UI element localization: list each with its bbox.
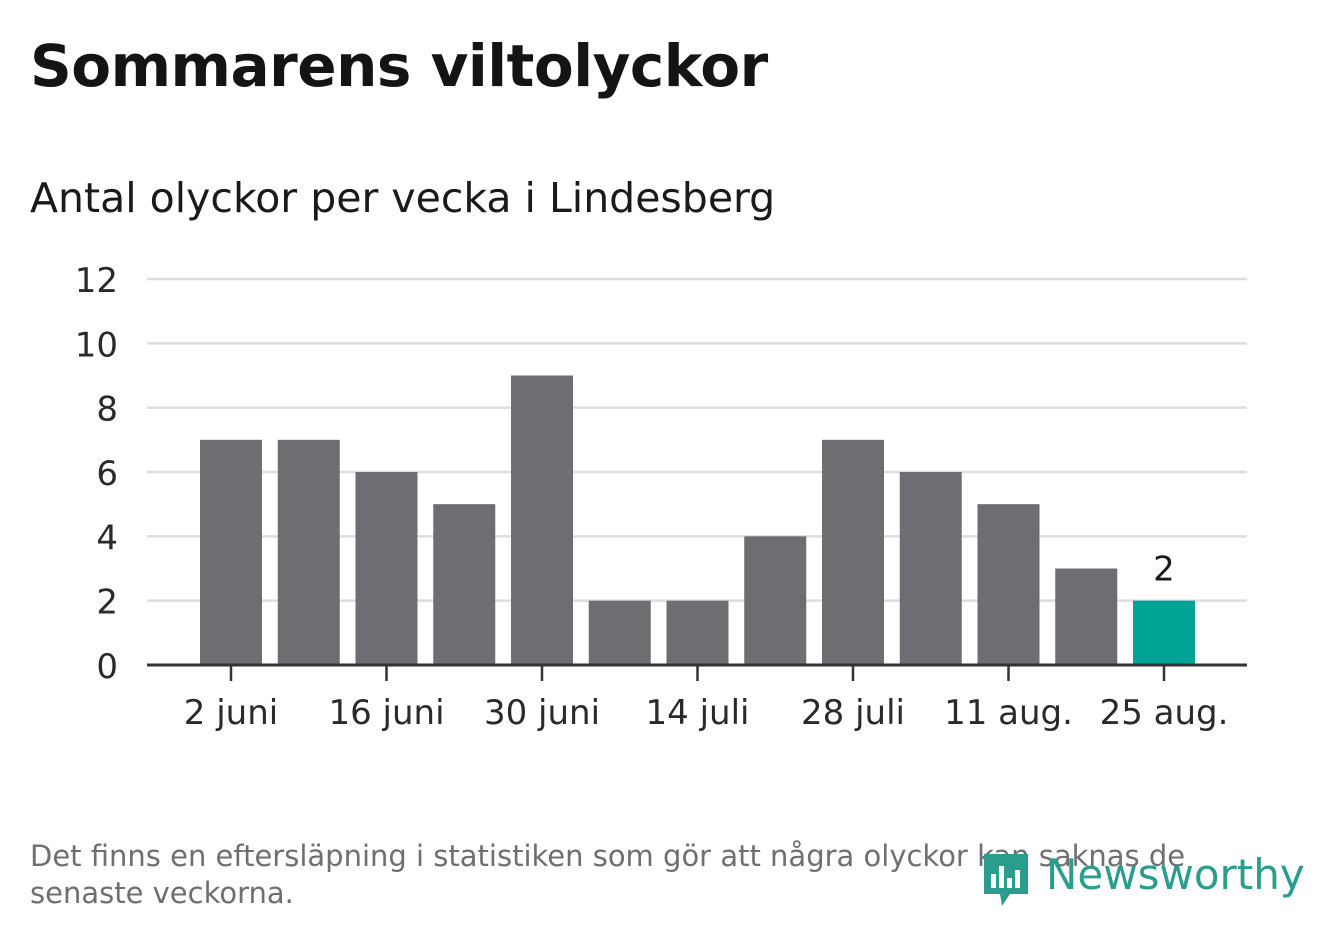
chart-subtitle: Antal olyckor per vecka i Lindesberg xyxy=(30,174,776,222)
y-tick-label: 6 xyxy=(96,454,118,494)
x-tick-label: 30 juni xyxy=(484,693,600,733)
y-tick-label: 12 xyxy=(75,261,118,301)
y-tick-label: 4 xyxy=(96,518,118,558)
bars xyxy=(200,375,1195,665)
bar xyxy=(822,439,884,665)
bar xyxy=(511,375,573,665)
x-tick-label: 25 aug. xyxy=(1100,693,1229,733)
bar-chart: 0 2 4 6 8 10 12 2 juni 16 juni 30 juni 14 juli 28 … xyxy=(75,261,1247,733)
bar xyxy=(588,600,651,665)
bar-chart-bubble-icon xyxy=(984,854,1028,906)
x-tick-label: 28 juli xyxy=(801,693,905,733)
x-tick-label: 16 juni xyxy=(328,693,444,733)
logo-text: Newsworthy xyxy=(1046,850,1305,899)
y-tick-label: 2 xyxy=(96,583,118,623)
y-tick-label: 0 xyxy=(96,647,118,687)
bar xyxy=(1133,600,1195,665)
chart-title: Sommarens viltolyckor xyxy=(30,32,768,100)
bar xyxy=(744,536,807,665)
x-axis-ticks: 2 juni 16 juni 30 juni 14 juli 28 juli 11 aug… xyxy=(184,665,1229,733)
bar xyxy=(899,472,962,665)
data-label: 2 xyxy=(1153,550,1175,590)
data-labels: 2 xyxy=(1153,550,1175,590)
y-axis-ticks: 0 2 4 6 8 10 12 xyxy=(75,261,118,687)
bar xyxy=(1055,568,1118,665)
bar xyxy=(666,600,729,665)
y-tick-label: 8 xyxy=(96,390,118,430)
bar xyxy=(200,439,262,665)
x-tick-label: 11 aug. xyxy=(944,693,1073,733)
bar xyxy=(355,472,418,665)
x-tick-label: 2 juni xyxy=(184,693,278,733)
bar xyxy=(277,439,340,665)
newsworthy-logo: Newsworthy xyxy=(980,850,1305,910)
y-tick-label: 10 xyxy=(75,325,118,365)
bar xyxy=(977,504,1040,665)
bar xyxy=(433,504,496,665)
x-tick-label: 14 juli xyxy=(646,693,750,733)
